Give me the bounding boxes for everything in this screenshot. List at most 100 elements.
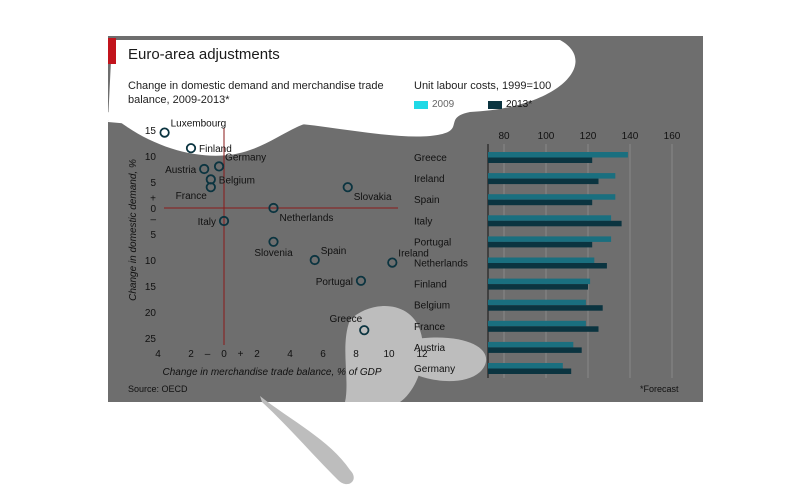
scatter-point bbox=[185, 143, 197, 154]
x-axis-label: Change in merchandise trade balance, % o… bbox=[162, 367, 381, 378]
bar-category-label: Portugal bbox=[414, 237, 451, 248]
x-tick-label: 4 bbox=[155, 349, 161, 360]
point-label: Belgium bbox=[219, 175, 255, 186]
bar-x-tick-label: 120 bbox=[580, 131, 597, 142]
x-tick-label: 2 bbox=[254, 349, 260, 360]
accent-tag bbox=[108, 38, 116, 64]
x-tick-label: 4 bbox=[287, 349, 293, 360]
point-label: Finland bbox=[199, 144, 232, 155]
point-label: Ireland bbox=[398, 249, 429, 260]
bar-2009 bbox=[488, 299, 586, 306]
bar-2013 bbox=[488, 157, 593, 163]
bar-2013 bbox=[488, 368, 572, 374]
y-tick-label: – bbox=[150, 214, 156, 225]
forecast-note: *Forecast bbox=[640, 384, 679, 394]
bar-category-label: Ireland bbox=[414, 174, 445, 185]
y-tick-label: 25 bbox=[145, 334, 157, 345]
bar-category-label: France bbox=[414, 322, 446, 333]
bar-2013 bbox=[488, 178, 599, 185]
bar-2009 bbox=[488, 173, 616, 179]
x-tick-label: – bbox=[205, 349, 211, 360]
bar-category-label: Italy bbox=[414, 216, 432, 227]
point-label: Italy bbox=[198, 217, 216, 228]
bar-2009 bbox=[488, 257, 595, 263]
bar-x-tick-label: 140 bbox=[622, 131, 639, 142]
point-label: Portugal bbox=[316, 277, 353, 288]
bar-category-label: Spain bbox=[414, 195, 440, 206]
bar-2009 bbox=[488, 152, 628, 158]
scatter-point bbox=[159, 127, 170, 138]
page-title: Euro-area adjustments bbox=[128, 46, 280, 63]
scatter-subtitle-line2: balance, 2009-2013* bbox=[128, 94, 230, 106]
bar-2013 bbox=[488, 347, 582, 353]
scatter-point bbox=[387, 257, 398, 268]
x-tick-label: + bbox=[238, 349, 244, 360]
legend-swatch-2013 bbox=[488, 101, 502, 109]
bar-2009 bbox=[488, 236, 612, 242]
x-tick-label: 10 bbox=[383, 349, 395, 360]
bar-x-tick-label: 100 bbox=[538, 131, 555, 142]
scatter-point bbox=[213, 161, 225, 172]
point-label: Netherlands bbox=[280, 213, 334, 224]
bar-2013 bbox=[488, 199, 593, 206]
x-tick-label: 2 bbox=[188, 349, 194, 360]
legend-label-2013: 2013* bbox=[506, 99, 533, 110]
bar-2013 bbox=[488, 241, 593, 248]
scatter-point bbox=[359, 325, 370, 336]
x-tick-label: 8 bbox=[353, 349, 359, 360]
scatter-point bbox=[309, 254, 320, 266]
bar-category-label: Germany bbox=[414, 364, 455, 375]
x-tick-label: 12 bbox=[416, 349, 428, 360]
y-tick-label: + bbox=[150, 194, 156, 205]
point-label: Austria bbox=[165, 165, 197, 176]
bar-2013 bbox=[488, 305, 603, 311]
bar-category-label: Austria bbox=[414, 343, 446, 354]
bar-chart-title: Unit labour costs, 1999=100 bbox=[414, 80, 552, 92]
bar-2009 bbox=[488, 194, 616, 200]
bar-2009 bbox=[488, 215, 612, 221]
bar-category-label: Finland bbox=[414, 280, 447, 291]
point-label: Slovakia bbox=[354, 192, 392, 203]
y-tick-label: 10 bbox=[145, 256, 157, 267]
bar-2009 bbox=[488, 320, 586, 327]
source-note: Source: OECD bbox=[128, 384, 188, 394]
bar-2009 bbox=[488, 363, 563, 369]
bar-category-label: Belgium bbox=[414, 301, 450, 312]
bar-2013 bbox=[488, 326, 599, 332]
legend-swatch-2009 bbox=[414, 101, 428, 109]
point-label: Greece bbox=[329, 314, 362, 325]
point-label: Germany bbox=[225, 152, 266, 163]
bar-category-label: Netherlands bbox=[414, 259, 468, 270]
scatter-point bbox=[268, 202, 279, 214]
y-tick-label: 15 bbox=[145, 126, 157, 137]
bar-x-tick-label: 80 bbox=[498, 131, 510, 142]
bar-2009 bbox=[488, 341, 574, 348]
scatter-point bbox=[342, 182, 353, 193]
x-tick-label: 6 bbox=[320, 349, 326, 360]
bar-x-tick-label: 160 bbox=[664, 131, 681, 142]
scatter-point bbox=[205, 182, 216, 193]
point-label: France bbox=[176, 191, 208, 202]
y-tick-label: 15 bbox=[145, 282, 157, 293]
scatter-point bbox=[355, 275, 367, 286]
scatter-subtitle-line1: Change in domestic demand and merchandis… bbox=[128, 80, 384, 92]
bar-2009 bbox=[488, 278, 591, 285]
point-label: Spain bbox=[321, 246, 347, 257]
bar-category-label: Greece bbox=[414, 153, 447, 164]
scatter-point bbox=[218, 215, 230, 227]
bar-2013 bbox=[488, 263, 607, 269]
y-tick-label: 0 bbox=[150, 204, 156, 215]
y-tick-label: 10 bbox=[145, 152, 157, 163]
y-tick-label: 20 bbox=[145, 308, 157, 319]
y-axis-label: Change in domestic demand, % bbox=[128, 159, 139, 301]
point-label: Slovenia bbox=[254, 248, 293, 259]
y-tick-label: 5 bbox=[150, 230, 156, 241]
scatter-point bbox=[199, 163, 210, 175]
point-label: Luxembourg bbox=[171, 119, 227, 130]
legend-label-2009: 2009 bbox=[432, 99, 455, 110]
x-tick-label: 0 bbox=[221, 349, 227, 360]
bar-2013 bbox=[488, 220, 622, 227]
bar-2013 bbox=[488, 284, 588, 290]
